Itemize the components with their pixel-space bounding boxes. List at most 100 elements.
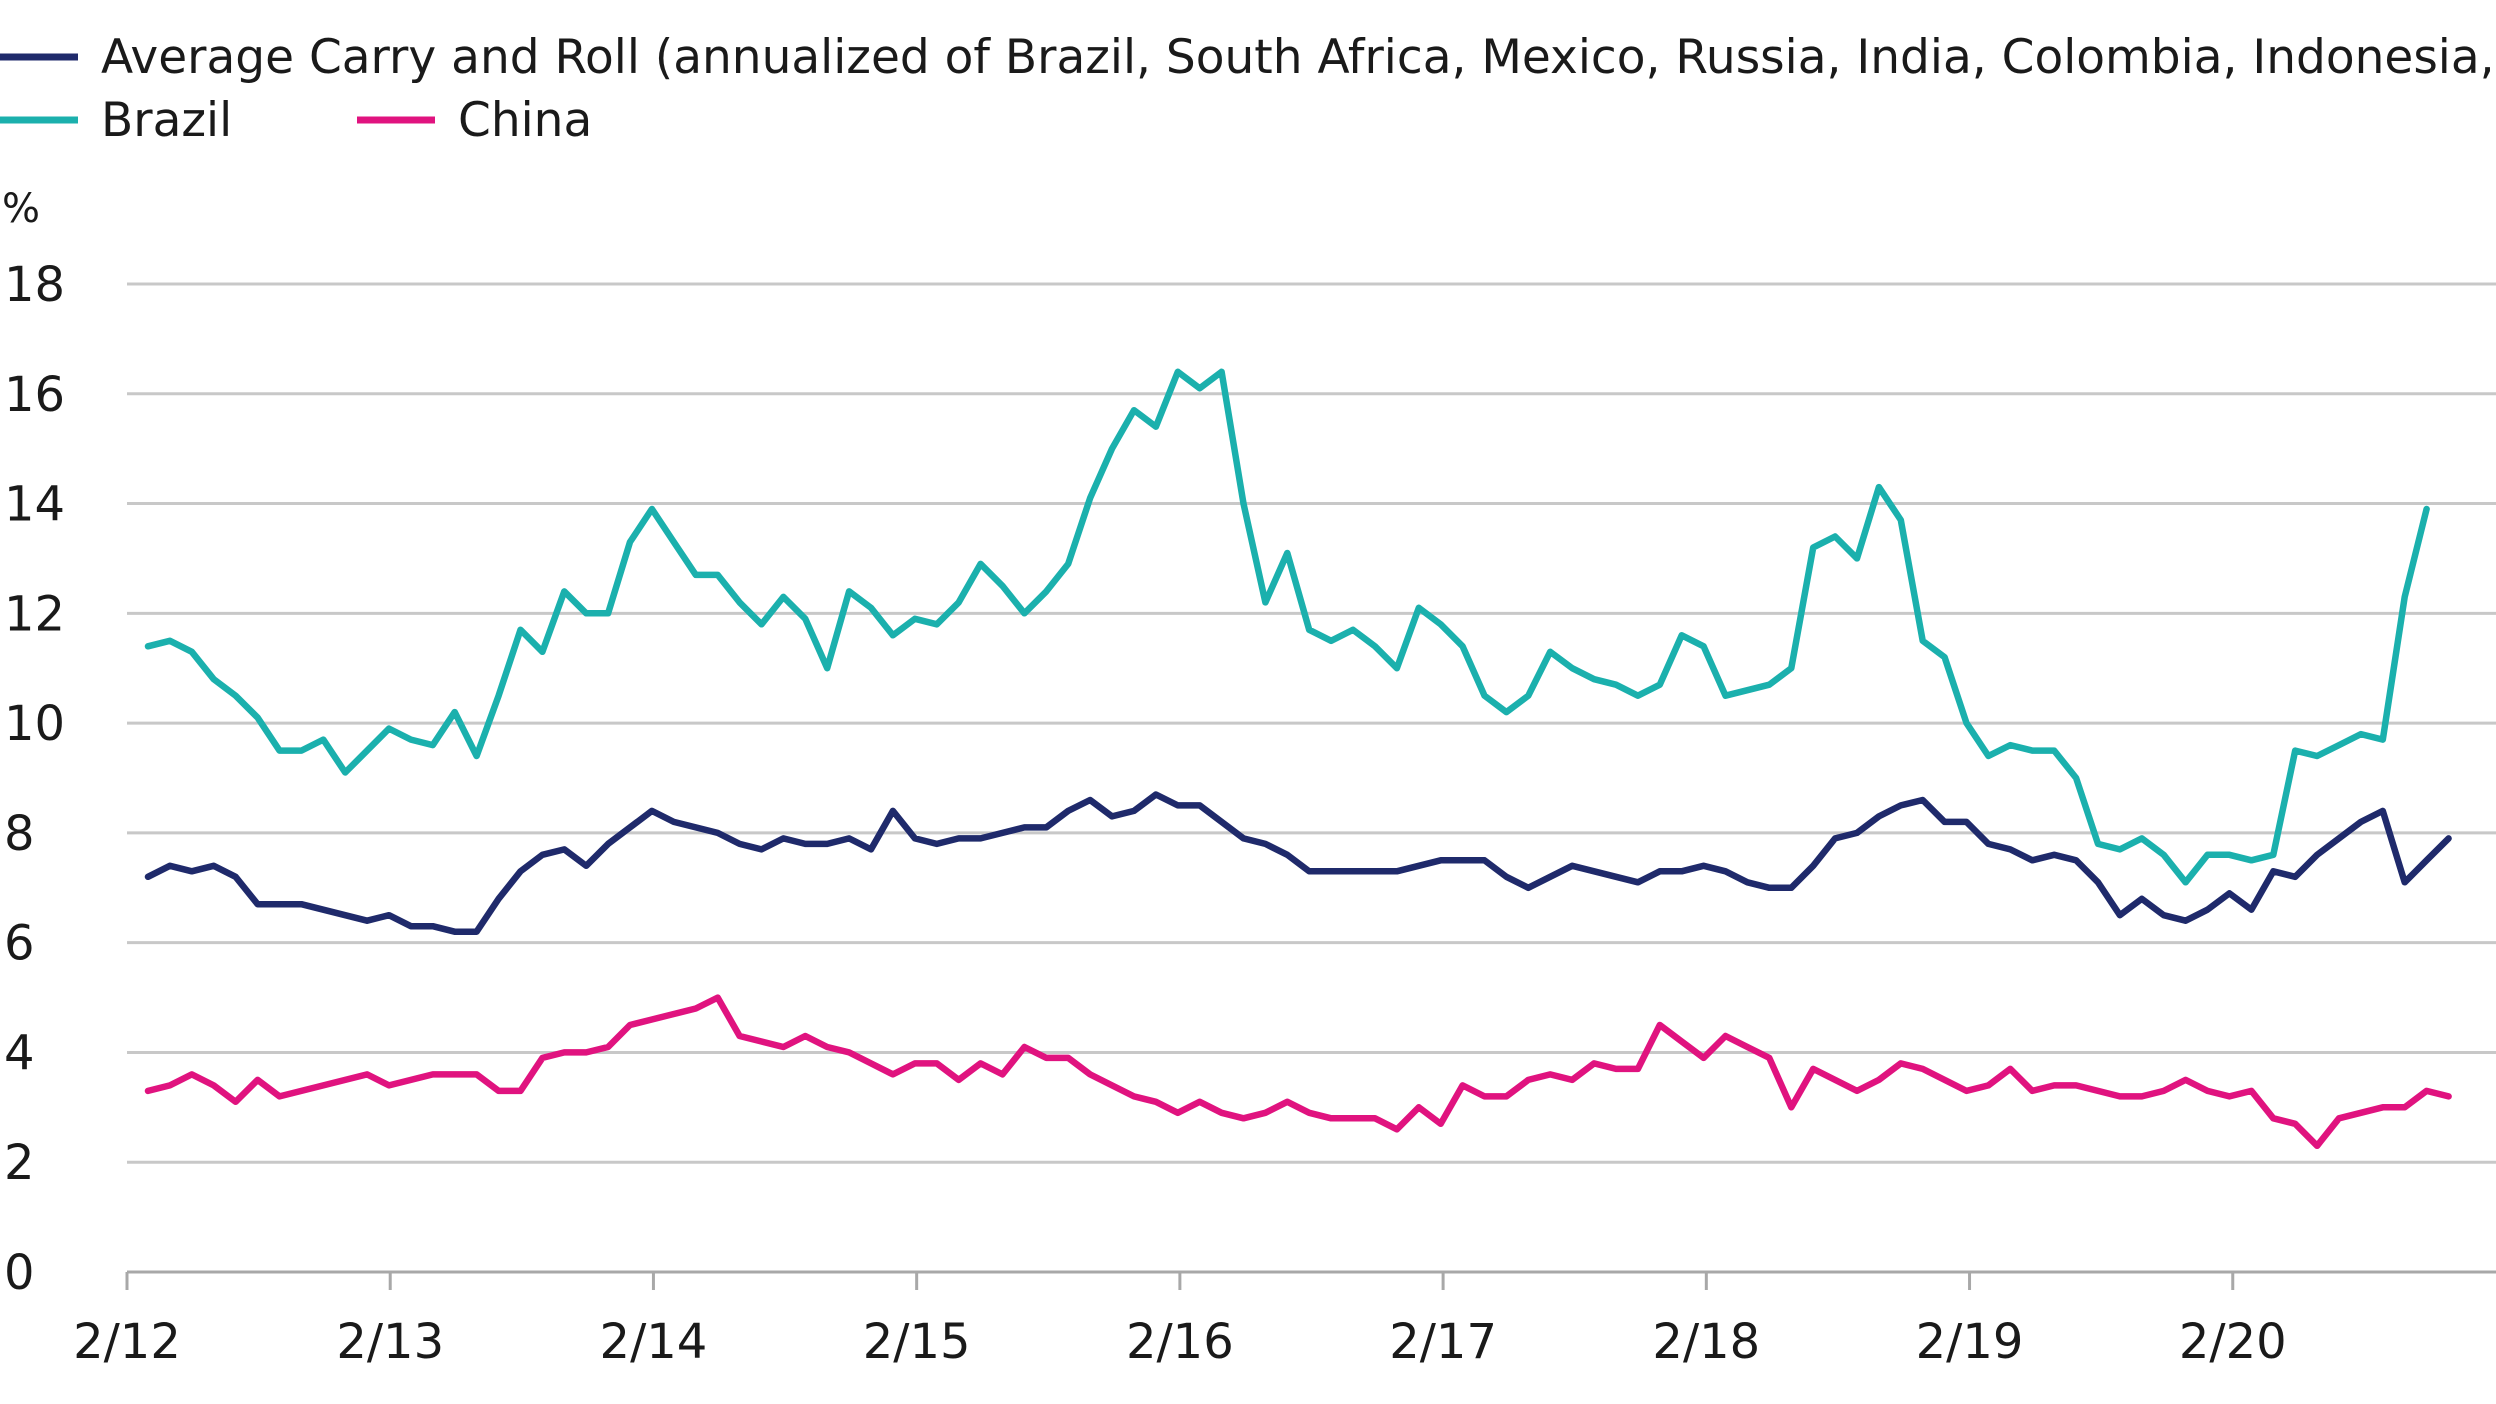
- data-point: [2425, 507, 2428, 511]
- data-point: [2272, 853, 2275, 856]
- x-tick-label: 2/20: [2179, 1314, 2287, 1370]
- x-axis: 2/12 2/13 2/14 2/15 2/16 2/17 2/18 2/19 2/20: [73, 1270, 2496, 1370]
- data-point: [2381, 738, 2384, 741]
- data-point: [2206, 908, 2209, 911]
- data-point: [278, 749, 281, 752]
- data-point: [1943, 656, 1946, 659]
- data-point: [738, 842, 741, 846]
- data-point: [1505, 1095, 1508, 1098]
- data-point: [453, 930, 456, 933]
- data-point: [1505, 875, 1508, 878]
- data-point: [541, 1056, 544, 1060]
- data-point: [1461, 859, 1464, 862]
- data-point: [2359, 820, 2363, 824]
- data-point: [1636, 881, 1640, 884]
- data-point: [256, 903, 259, 906]
- y-tick-label: 4: [4, 1025, 35, 1081]
- y-tick-label: 16: [4, 367, 65, 423]
- data-point: [1088, 798, 1092, 802]
- data-point: [957, 1078, 960, 1082]
- data-point: [1592, 1062, 1596, 1065]
- data-point: [1768, 683, 1771, 686]
- data-point: [1110, 447, 1114, 450]
- data-point: [190, 1073, 193, 1076]
- data-point: [212, 864, 215, 867]
- data-point: [190, 870, 193, 873]
- data-point: [2184, 881, 2187, 884]
- data-point: [168, 864, 172, 867]
- data-point: [2031, 1089, 2034, 1093]
- data-point: [1812, 546, 1815, 549]
- data-point: [913, 617, 917, 620]
- data-point: [365, 919, 369, 922]
- data-point: [1198, 804, 1201, 807]
- data-point: [2294, 749, 2297, 752]
- data-point: [2381, 1106, 2384, 1109]
- data-point: [1067, 1056, 1070, 1060]
- data-point: [2359, 1111, 2363, 1115]
- data-point: [1329, 870, 1333, 873]
- data-point: [1329, 1117, 1333, 1120]
- data-point: [891, 634, 895, 637]
- data-point: [1636, 694, 1640, 697]
- data-point: [1746, 1045, 1749, 1049]
- data-point: [1987, 1084, 1990, 1087]
- gridlines: [127, 282, 2496, 1164]
- y-tick-label: 14: [4, 477, 65, 533]
- data-point: [563, 590, 566, 593]
- data-point: [2294, 1122, 2297, 1126]
- data-point: [2228, 892, 2231, 895]
- x-tick-label: 2/14: [600, 1314, 708, 1370]
- data-point: [300, 903, 303, 906]
- data-point: [1702, 1056, 1705, 1060]
- data-point: [1132, 809, 1136, 813]
- data-point: [1899, 1062, 1903, 1065]
- data-point: [387, 727, 391, 730]
- data-point: [2403, 881, 2406, 884]
- data-point: [519, 628, 522, 631]
- data-point: [190, 650, 193, 653]
- data-point: [628, 1023, 632, 1027]
- data-point: [2272, 870, 2275, 873]
- data-point: [1461, 1084, 1464, 1087]
- data-point: [2140, 837, 2143, 840]
- data-point: [1702, 645, 1705, 648]
- data-point: [1483, 1095, 1486, 1098]
- data-point: [1724, 694, 1727, 697]
- x-tick-label: 2/18: [1652, 1314, 1760, 1370]
- data-point: [1658, 1023, 1662, 1027]
- data-point: [1417, 864, 1421, 867]
- data-point: [2228, 1095, 2231, 1098]
- data-point: [2118, 1095, 2122, 1098]
- data-point: [344, 914, 347, 917]
- data-point: [322, 738, 325, 741]
- data-point: [1790, 886, 1793, 889]
- data-point: [869, 1062, 873, 1065]
- y-tick-label: 12: [4, 586, 65, 642]
- data-point: [650, 507, 654, 511]
- data-point: [1373, 645, 1377, 648]
- data-point: [278, 903, 281, 906]
- data-point: [2053, 853, 2056, 856]
- data-point: [1658, 870, 1662, 873]
- data-point: [2031, 859, 2034, 862]
- data-point: [1045, 1056, 1048, 1060]
- data-point: [1724, 1034, 1727, 1038]
- data-point: [168, 1084, 172, 1087]
- data-point: [365, 749, 369, 752]
- data-point: [278, 1095, 281, 1098]
- data-point: [716, 996, 719, 999]
- data-point: [716, 831, 719, 835]
- data-point: [606, 612, 610, 615]
- data-point: [344, 1078, 347, 1082]
- data-point: [957, 837, 960, 840]
- data-point: [1439, 859, 1442, 862]
- data-point: [387, 914, 391, 917]
- data-point: [606, 1045, 610, 1049]
- legend-label: China: [458, 93, 592, 148]
- data-point: [1264, 601, 1267, 604]
- data-point: [409, 738, 413, 741]
- data-point: [1527, 694, 1530, 697]
- data-point: [847, 590, 851, 593]
- data-point: [1154, 793, 1158, 796]
